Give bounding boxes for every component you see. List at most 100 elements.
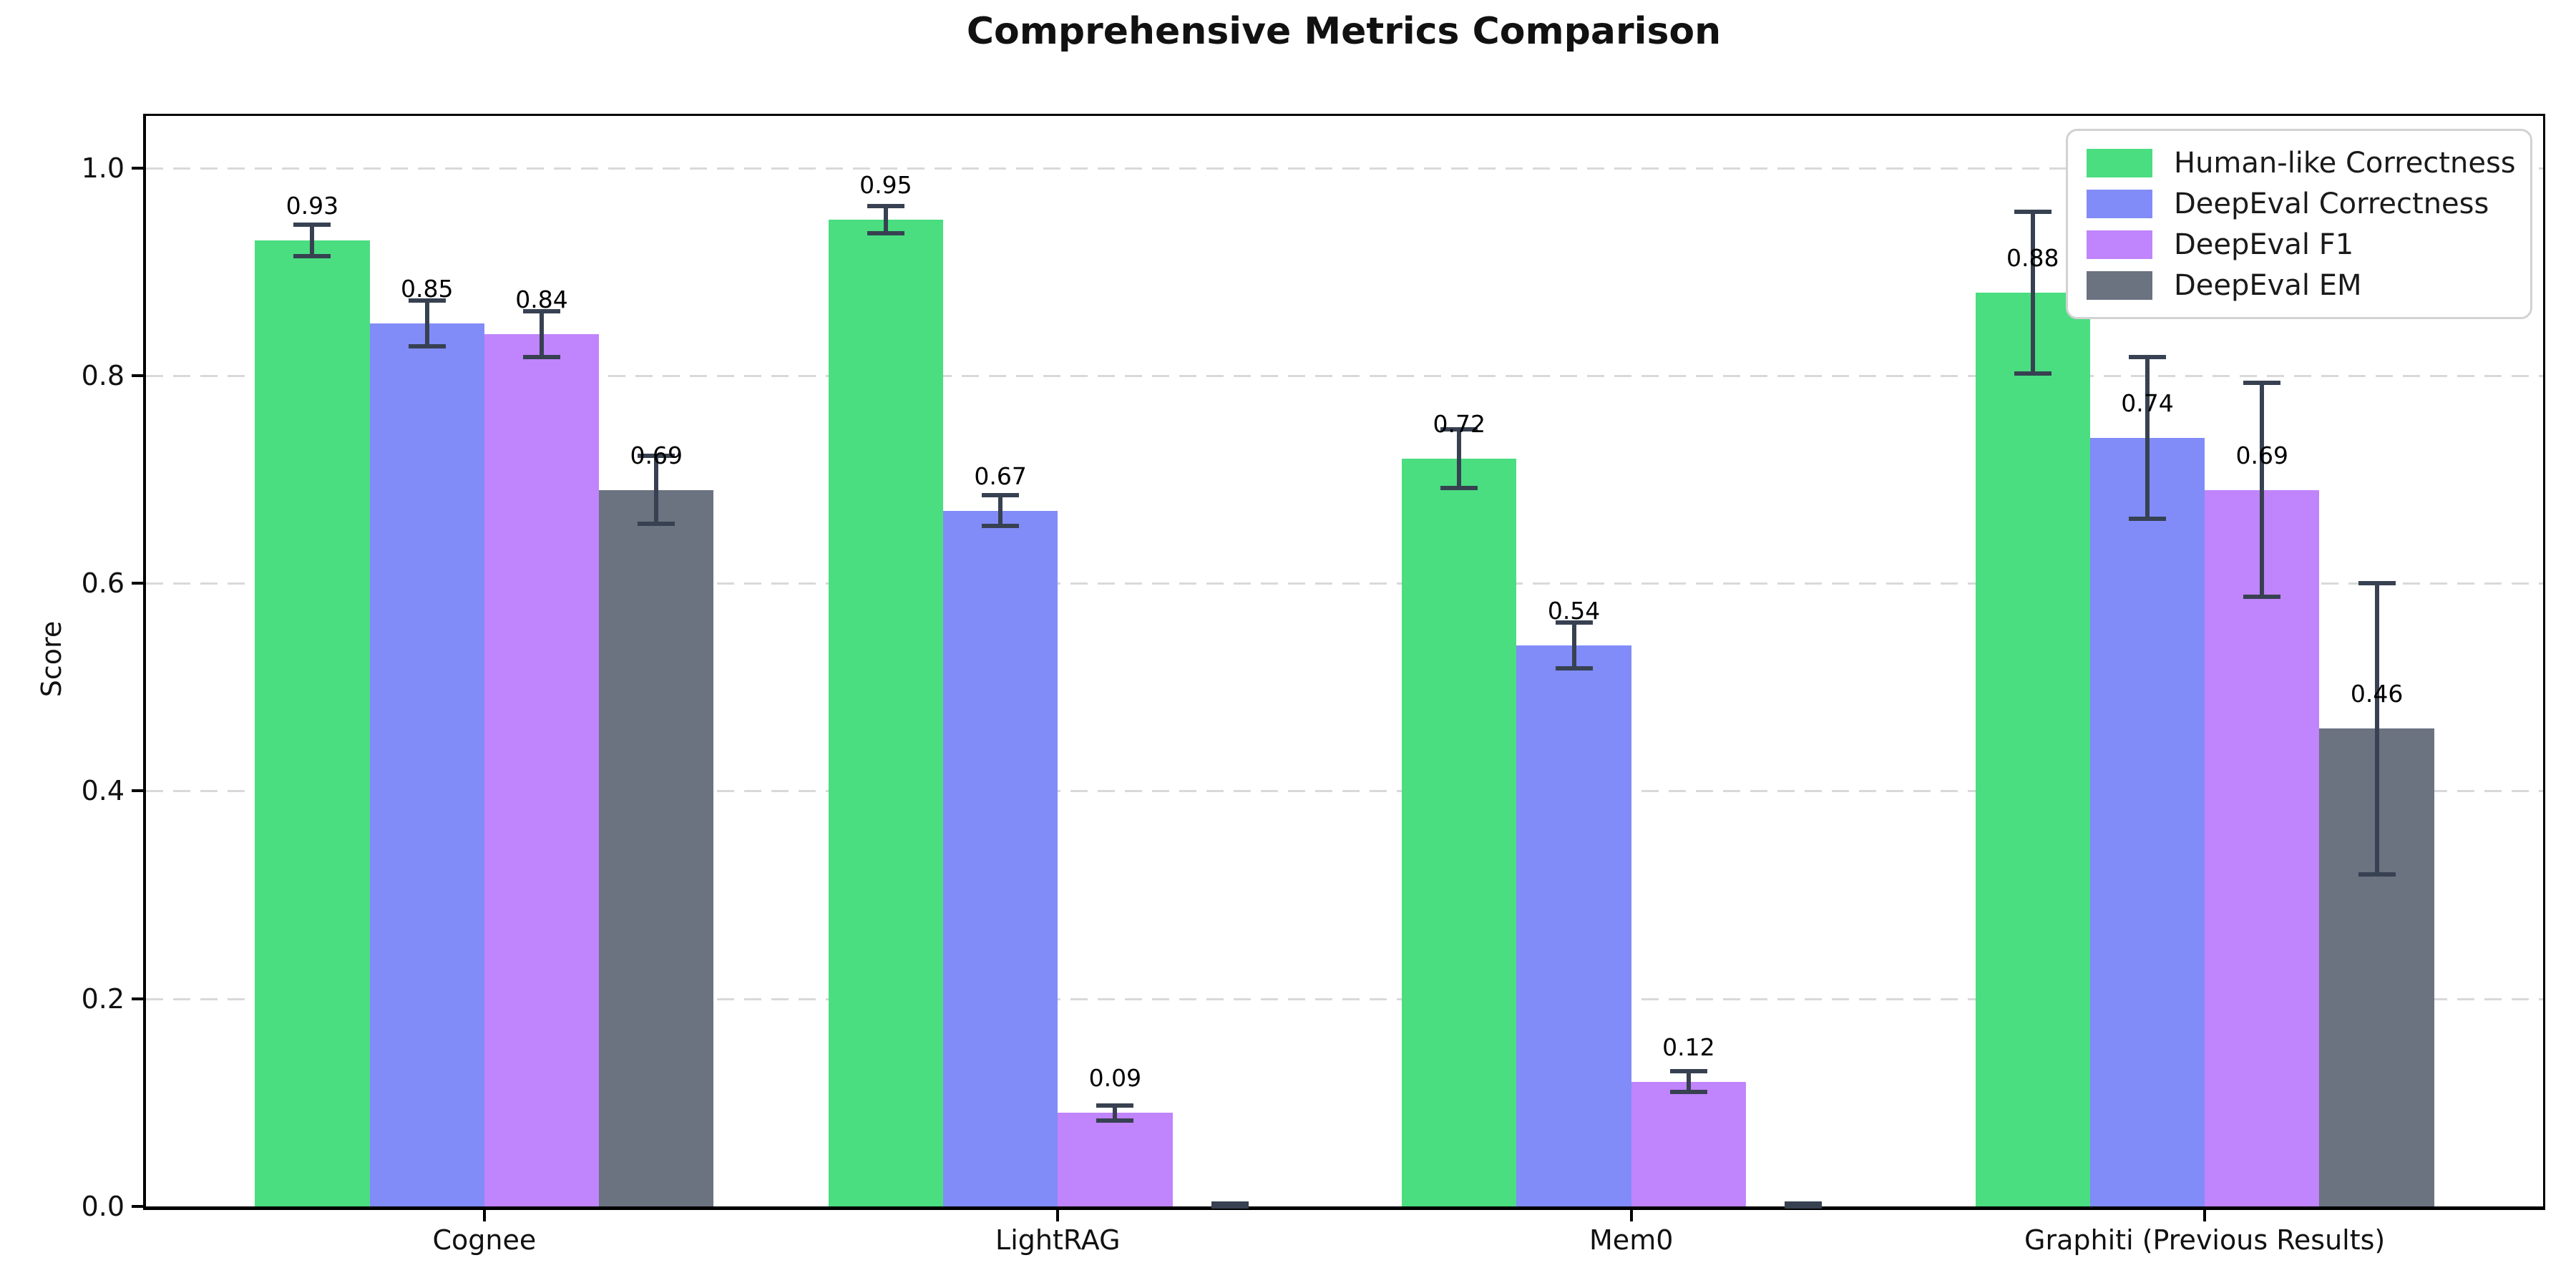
error-bar xyxy=(2145,356,2150,519)
error-bar-cap xyxy=(1785,1201,1823,1206)
x-tick-label: Mem0 xyxy=(1589,1224,1674,1256)
bar xyxy=(1975,292,2090,1206)
error-bar xyxy=(2260,383,2265,597)
y-tick xyxy=(132,789,143,793)
x-tick xyxy=(1629,1210,1633,1221)
value-label: 0.95 xyxy=(859,171,912,200)
error-bar xyxy=(539,311,544,357)
error-bar-cap xyxy=(408,298,446,303)
error-bar-cap xyxy=(982,492,1020,497)
gridline xyxy=(146,790,2543,793)
error-bar-cap xyxy=(2358,872,2396,877)
legend-swatch xyxy=(2087,189,2152,218)
gridline xyxy=(146,374,2543,377)
error-bar-cap xyxy=(867,204,904,209)
y-tick xyxy=(132,374,143,377)
gridline xyxy=(146,582,2543,585)
y-tick-label: 0.6 xyxy=(81,567,125,600)
y-tick-label: 0.8 xyxy=(81,359,125,391)
error-bar-cap xyxy=(293,253,331,258)
error-bar-cap xyxy=(2129,354,2166,359)
legend-item: DeepEval F1 xyxy=(2087,224,2512,265)
error-bar-cap xyxy=(2014,371,2051,376)
value-label: 0.88 xyxy=(2006,243,2059,272)
x-tick-label: Graphiti (Previous Results) xyxy=(2024,1224,2386,1256)
error-bar xyxy=(998,494,1003,527)
error-bar xyxy=(424,301,429,347)
value-label: 0.69 xyxy=(630,441,683,469)
value-label: 0.54 xyxy=(1547,597,1601,625)
value-label: 0.74 xyxy=(2121,389,2174,417)
error-bar-cap xyxy=(2243,381,2281,386)
bar xyxy=(255,240,370,1206)
bar xyxy=(599,489,714,1206)
legend-item: DeepEval Correctness xyxy=(2087,183,2512,224)
error-bar xyxy=(1113,1106,1118,1121)
bar xyxy=(1516,645,1631,1206)
error-bar-cap xyxy=(638,522,675,527)
error-bar-cap xyxy=(1096,1103,1134,1108)
legend-swatch xyxy=(2087,148,2152,177)
y-tick-label: 0.4 xyxy=(81,775,125,807)
x-tick-label: Cognee xyxy=(432,1224,537,1256)
value-label: 0.84 xyxy=(515,285,568,313)
error-bar xyxy=(2374,583,2379,874)
error-bar xyxy=(1686,1071,1691,1093)
error-bar-cap xyxy=(982,524,1020,529)
error-bar-cap xyxy=(1555,666,1593,671)
error-bar-cap xyxy=(293,223,331,228)
value-label: 0.85 xyxy=(400,275,454,303)
error-bar-cap xyxy=(1211,1204,1249,1209)
error-bar-cap xyxy=(1096,1118,1134,1123)
value-label: 0.93 xyxy=(286,192,339,220)
legend: Human-like Correctness DeepEval Correctne… xyxy=(2066,129,2532,319)
bar xyxy=(369,323,484,1206)
legend-swatch xyxy=(2087,230,2152,259)
error-bar-cap xyxy=(2358,581,2396,586)
y-tick xyxy=(132,1205,143,1208)
bar xyxy=(1402,458,1517,1206)
error-bar xyxy=(1571,623,1576,669)
bar xyxy=(2089,437,2205,1206)
error-bar-cap xyxy=(522,354,560,359)
error-bar-cap xyxy=(1440,485,1478,490)
error-bar-cap xyxy=(867,231,904,235)
y-tick xyxy=(132,582,143,585)
y-tick-label: 0.0 xyxy=(81,1191,125,1222)
bar xyxy=(484,333,600,1206)
value-label: 0.69 xyxy=(2235,441,2289,469)
error-bar-cap xyxy=(1669,1069,1707,1074)
error-bar-cap xyxy=(1555,620,1593,625)
y-axis-label: Score xyxy=(36,620,67,698)
error-bar xyxy=(2030,211,2035,374)
error-bar-cap xyxy=(522,308,560,313)
error-bar-cap xyxy=(2129,517,2166,522)
error-bar xyxy=(310,225,315,256)
error-bar-cap xyxy=(1440,427,1478,432)
bar xyxy=(828,220,943,1206)
value-label: 0.09 xyxy=(1088,1064,1142,1093)
y-tick-label: 1.0 xyxy=(81,152,125,184)
legend-swatch xyxy=(2087,270,2152,300)
value-label: 0.72 xyxy=(1433,409,1486,438)
legend-item: Human-like Correctness xyxy=(2087,142,2516,183)
x-tick xyxy=(2203,1210,2207,1221)
legend-label: Human-like Correctness xyxy=(2174,146,2516,180)
error-bar-cap xyxy=(1211,1201,1249,1206)
error-bar-cap xyxy=(2014,209,2051,214)
value-label: 0.67 xyxy=(974,462,1027,490)
chart-title: Comprehensive Metrics Comparison xyxy=(966,10,1722,53)
y-tick xyxy=(132,997,143,1000)
bar xyxy=(1631,1081,1746,1206)
error-bar-cap xyxy=(638,453,675,458)
value-label: 0.46 xyxy=(2350,680,2404,708)
x-tick-label: LightRAG xyxy=(995,1224,1121,1256)
error-bar-cap xyxy=(1669,1090,1707,1095)
gridline xyxy=(146,167,2543,170)
error-bar xyxy=(1457,429,1462,488)
legend-label: DeepEval EM xyxy=(2174,268,2362,302)
bar xyxy=(2205,489,2320,1206)
bar xyxy=(942,510,1058,1206)
y-tick xyxy=(132,166,143,170)
